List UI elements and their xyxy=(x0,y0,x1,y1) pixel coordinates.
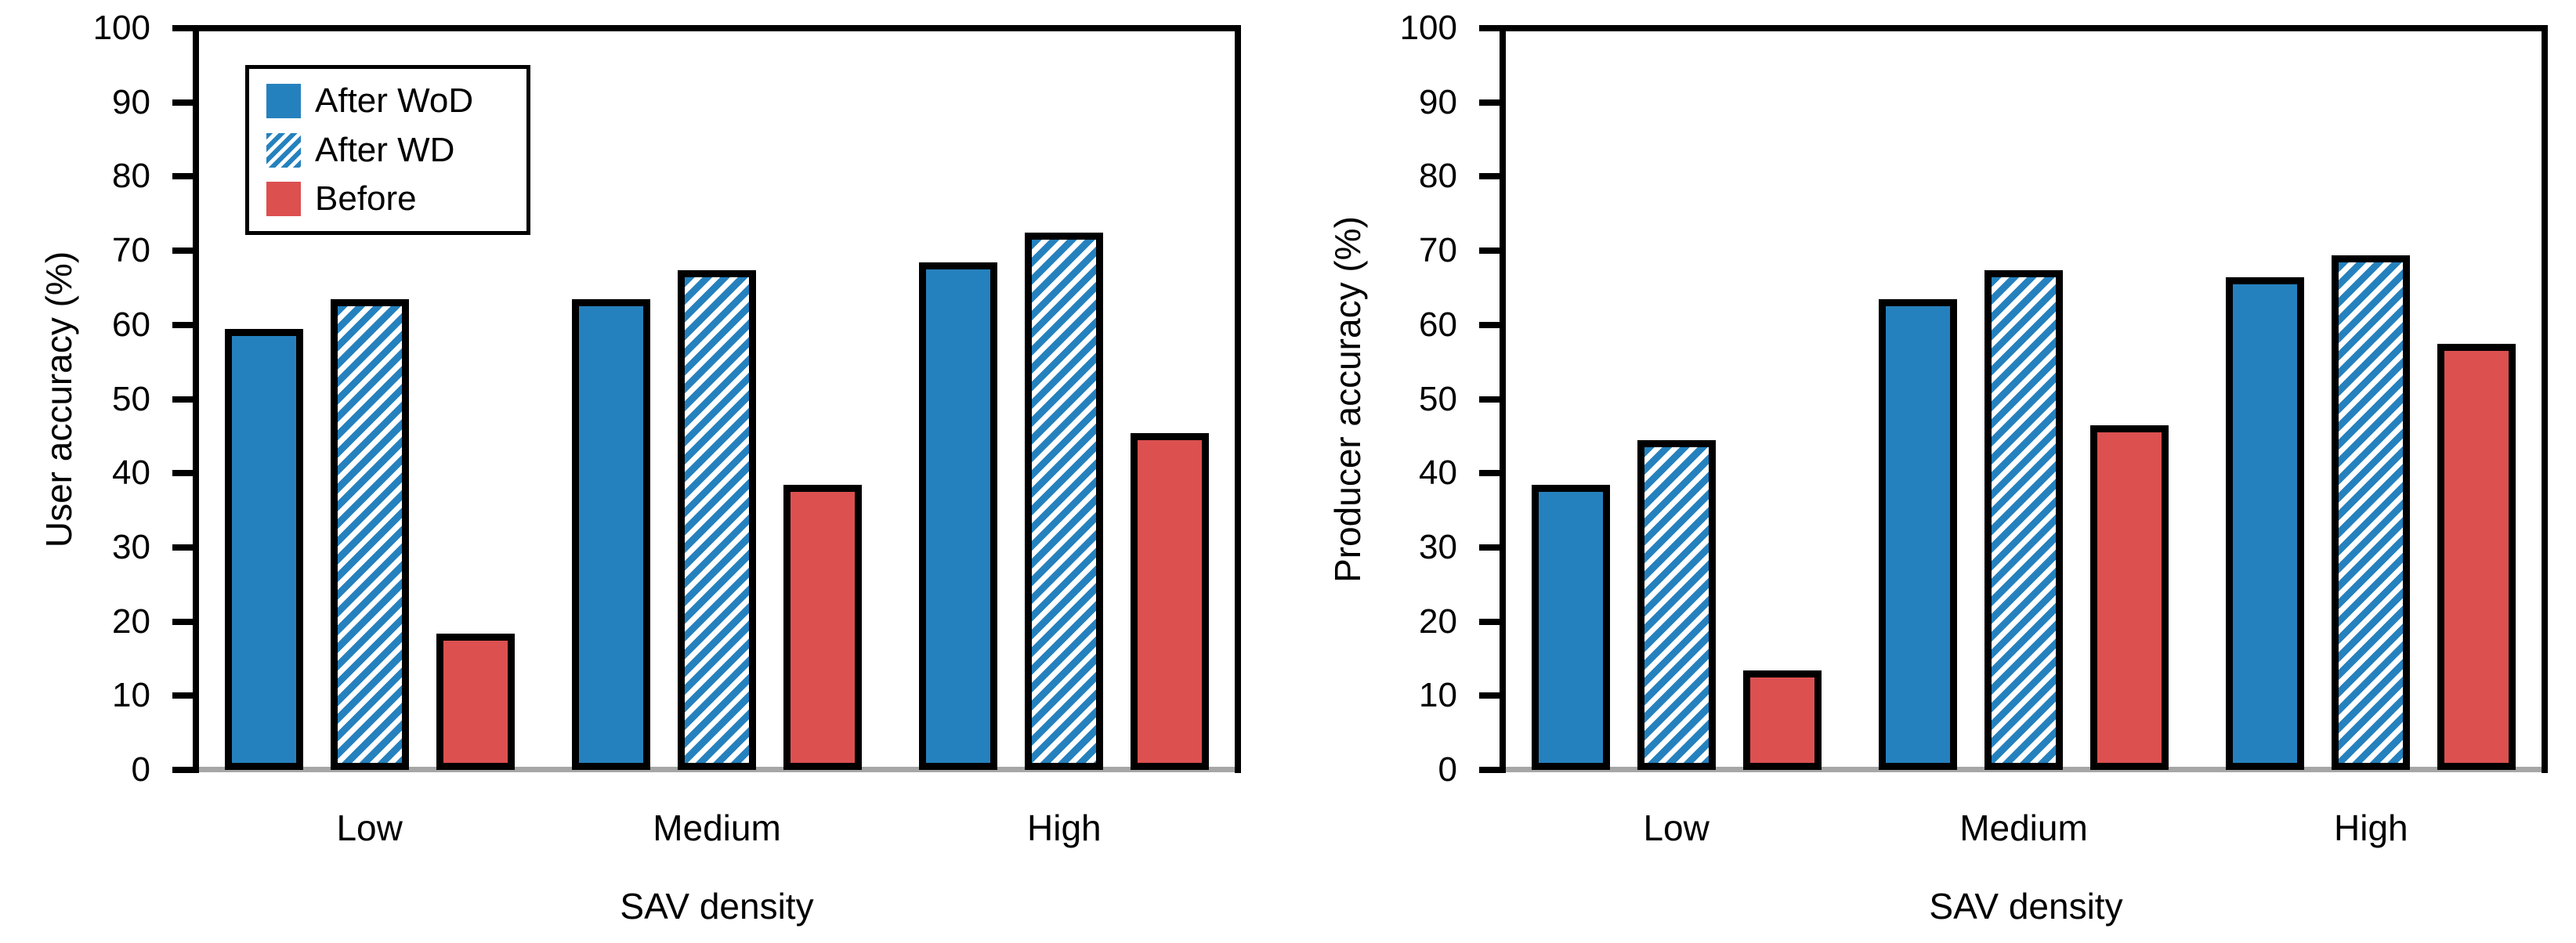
y-tick-mark xyxy=(1479,470,1503,477)
after-wod-swatch-icon xyxy=(266,83,301,118)
plot-top-border xyxy=(193,25,1241,31)
y-tick-label: 0 xyxy=(131,750,150,789)
legend-label: After WoD xyxy=(315,81,474,120)
y-tick-mark xyxy=(1479,396,1503,403)
legend-item-after-wd: After WD xyxy=(266,130,526,169)
x-tick-label-low: Low xyxy=(336,808,403,848)
after-wd-swatch-icon xyxy=(266,132,301,168)
y-tick-label: 80 xyxy=(112,157,150,196)
right-y-axis-title: Producer accuracy (%) xyxy=(1327,216,1368,583)
left-plot-area: 0 10 20 30 40 50 60 70 80 90 100 Low Medium High xyxy=(93,11,1241,846)
legend-label: Before xyxy=(315,179,417,219)
legend: After WoD After WD Before xyxy=(245,65,530,235)
left-x-axis-title: SAV density xyxy=(620,886,814,927)
legend-item-after-wod: After WoD xyxy=(266,81,526,120)
bar-after-wd-low xyxy=(330,299,409,770)
y-tick-label: 10 xyxy=(1419,676,1457,715)
right-x-axis-title: SAV density xyxy=(1929,886,2123,927)
y-tick-mark xyxy=(172,544,196,551)
y-axis-line xyxy=(193,25,199,773)
y-tick-mark xyxy=(1479,247,1503,255)
y-tick-label: 50 xyxy=(1419,379,1457,418)
x-tick-label-high: High xyxy=(1027,808,1102,848)
y-tick-label: 10 xyxy=(112,676,150,715)
y-tick-mark xyxy=(1479,767,1503,773)
y-tick-mark xyxy=(172,247,196,255)
y-tick-label: 100 xyxy=(1399,9,1457,47)
y-tick-label: 60 xyxy=(112,305,150,344)
bar-after-wod-high xyxy=(2226,277,2305,770)
bar-after-wd-low xyxy=(1637,440,1716,770)
x-tick-label-medium: Medium xyxy=(1959,808,2088,848)
x-tick-label-low: Low xyxy=(1643,808,1709,848)
y-tick-mark xyxy=(1479,99,1503,106)
y-tick-mark xyxy=(172,692,196,699)
bar-before-medium xyxy=(783,485,862,770)
y-tick-label: 60 xyxy=(1419,305,1457,344)
bar-before-low xyxy=(436,634,515,770)
y-tick-mark xyxy=(172,25,196,31)
bar-after-wod-medium xyxy=(572,299,650,770)
bar-before-medium xyxy=(2090,425,2169,770)
y-tick-mark xyxy=(1479,618,1503,625)
y-tick-label: 40 xyxy=(1419,453,1457,493)
bar-after-wod-low xyxy=(1531,485,1610,770)
y-tick-label: 70 xyxy=(1419,231,1457,270)
y-tick-mark xyxy=(172,321,196,328)
y-tick-label: 30 xyxy=(1419,527,1457,566)
legend-label: After WD xyxy=(315,130,455,169)
x-tick-label-medium: Medium xyxy=(653,808,781,848)
y-tick-label: 90 xyxy=(112,82,150,121)
bar-before-high xyxy=(2437,344,2516,770)
bar-after-wd-medium xyxy=(678,270,756,770)
y-tick-label: 0 xyxy=(1438,750,1457,789)
y-tick-label: 70 xyxy=(112,231,150,270)
y-tick-mark xyxy=(1479,692,1503,699)
y-tick-label: 50 xyxy=(112,379,150,418)
y-axis-line xyxy=(1500,25,1506,773)
bar-before-high xyxy=(1131,433,1210,770)
bar-after-wod-high xyxy=(919,262,998,770)
bar-after-wod-low xyxy=(224,329,303,770)
y-tick-label: 20 xyxy=(112,602,150,641)
y-tick-mark xyxy=(172,396,196,403)
bar-after-wd-high xyxy=(2332,255,2411,770)
y-tick-label: 40 xyxy=(112,453,150,493)
y-tick-mark xyxy=(172,618,196,625)
bar-before-low xyxy=(1742,670,1822,770)
bar-after-wd-medium xyxy=(1984,270,2063,770)
y-tick-mark xyxy=(1479,321,1503,328)
legend-item-before: Before xyxy=(266,179,526,219)
y-tick-mark xyxy=(1479,25,1503,31)
plot-right-border xyxy=(1235,25,1241,773)
y-tick-label: 90 xyxy=(1419,82,1457,121)
y-tick-label: 30 xyxy=(112,527,150,566)
y-tick-mark xyxy=(1479,173,1503,180)
plot-top-border xyxy=(1500,25,2548,31)
y-tick-mark xyxy=(172,99,196,106)
y-tick-mark xyxy=(172,470,196,477)
x-tick-label-high: High xyxy=(2334,808,2408,848)
y-tick-mark xyxy=(172,173,196,180)
bar-after-wod-medium xyxy=(1879,299,1957,770)
y-tick-label: 20 xyxy=(1419,602,1457,641)
plot-right-border xyxy=(2542,25,2548,773)
y-tick-label: 80 xyxy=(1419,157,1457,196)
before-swatch-icon xyxy=(266,182,301,217)
producer-accuracy-chart: Producer accuracy (%) SAV density 0 10 20 3… xyxy=(1288,0,2576,943)
user-accuracy-chart: User accuracy (%) SAV density 0 10 20 30 40 5… xyxy=(38,11,1241,927)
right-plot-area: 0 10 20 30 40 50 60 70 80 90 100 Low Medium High xyxy=(1400,11,2548,846)
y-tick-mark xyxy=(172,767,196,773)
y-tick-mark xyxy=(1479,544,1503,551)
y-tick-label: 100 xyxy=(92,9,150,47)
bar-after-wd-high xyxy=(1025,233,1104,770)
